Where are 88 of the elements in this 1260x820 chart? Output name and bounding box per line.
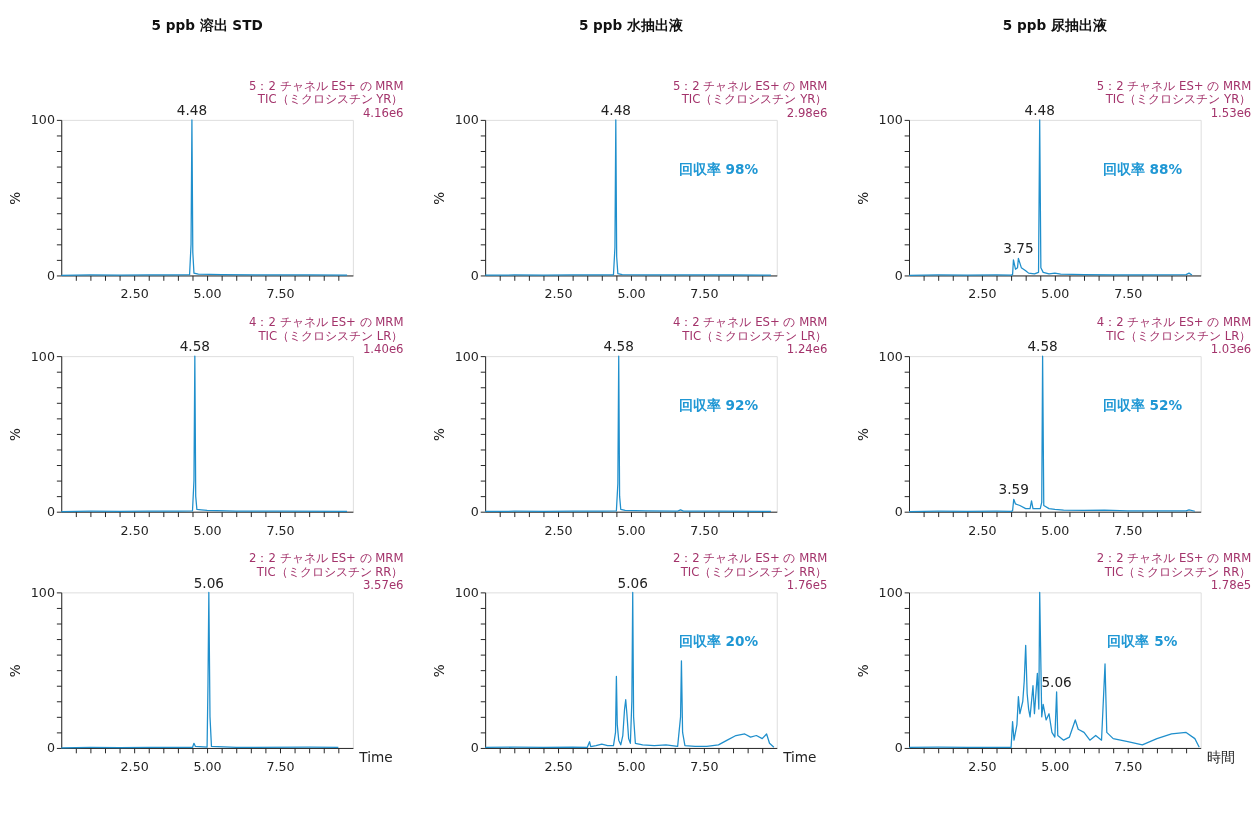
annotation: 5.06	[1041, 674, 1072, 691]
y-tick-label: 0	[894, 267, 903, 283]
annotation: 回収率 5%	[1107, 633, 1178, 650]
y-axis-title: %	[7, 191, 24, 205]
x-tick-label: 5.00	[617, 522, 646, 538]
chart-subtitle: 5：2 チャネル ES+ の MRM TIC（ミクロシスチン YR） 4.16e6	[249, 78, 404, 120]
x-tick-label: 5.00	[617, 758, 646, 774]
y-tick-label: 0	[46, 267, 55, 283]
annotation: 回収率 98%	[678, 160, 759, 177]
x-tick-label: 2.50	[120, 286, 149, 302]
x-axis-title: 時間	[1207, 749, 1236, 766]
chart-subtitle: 2：2 チャネル ES+ の MRM TIC（ミクロシスチン RR） 1.78e5	[1096, 551, 1252, 593]
annotation: 回収率 92%	[678, 396, 759, 413]
y-tick-label: 100	[30, 112, 55, 128]
chart-subtitle: 4：2 チャネル ES+ の MRM TIC（ミクロシスチン LR） 1.24e6	[672, 315, 828, 357]
chart-title: 5 ppb 溶出 STD	[151, 17, 263, 34]
y-tick-label: 100	[878, 348, 903, 364]
x-tick-label: 7.50	[266, 522, 295, 538]
annotation: 4.48	[176, 102, 208, 119]
y-tick-label: 100	[30, 348, 55, 364]
y-axis-title: %	[7, 664, 24, 678]
y-tick-label: 0	[46, 504, 55, 520]
x-tick-label: 2.50	[968, 522, 997, 538]
x-tick-label: 2.50	[120, 758, 149, 774]
y-tick-label: 0	[894, 740, 903, 756]
annotation: 回収率 88%	[1102, 160, 1183, 177]
y-tick-label: 0	[470, 504, 479, 520]
y-tick-label: 0	[46, 740, 55, 756]
annotation: 3.75	[1003, 240, 1034, 257]
y-tick-label: 0	[470, 267, 479, 283]
y-tick-label: 100	[878, 112, 903, 128]
x-tick-label: 5.00	[193, 286, 222, 302]
y-axis-title: %	[7, 427, 24, 441]
x-tick-label: 7.50	[1114, 286, 1143, 302]
x-tick-label: 2.50	[120, 522, 149, 538]
chart-subtitle: 2：2 チャネル ES+ の MRM TIC（ミクロシスチン RR） 1.76e5	[672, 551, 828, 593]
y-tick-label: 100	[454, 112, 479, 128]
annotation: 4.58	[603, 338, 634, 355]
y-tick-label: 0	[894, 504, 903, 520]
y-tick-label: 0	[470, 740, 479, 756]
x-tick-label: 7.50	[690, 522, 719, 538]
y-axis-title: %	[854, 191, 871, 205]
chart-title: 5 ppb 尿抽出液	[1002, 17, 1108, 34]
chart-title: 5 ppb 水抽出液	[578, 17, 685, 34]
annotation: 3.59	[998, 481, 1029, 498]
annotation: 4.48	[600, 102, 631, 119]
x-tick-label: 2.50	[544, 522, 573, 538]
x-tick-label: 7.50	[690, 286, 719, 302]
y-axis-title: %	[431, 664, 447, 678]
y-tick-label: 100	[454, 348, 479, 364]
x-tick-label: 5.00	[617, 286, 646, 302]
line-series	[484, 591, 775, 749]
x-tick-label: 2.50	[544, 758, 573, 774]
annotation: 4.58	[179, 338, 210, 355]
y-tick-label: 100	[454, 584, 479, 600]
x-tick-label: 7.50	[1114, 522, 1143, 538]
chart-subtitle: 5：2 チャネル ES+ の MRM TIC（ミクロシスチン YR） 2.98e6	[672, 78, 828, 120]
x-tick-label: 7.50	[1114, 758, 1143, 774]
x-tick-label: 5.00	[1041, 758, 1070, 774]
x-tick-label: 2.50	[968, 758, 997, 774]
x-tick-label: 5.00	[1041, 286, 1070, 302]
y-tick-label: 100	[878, 584, 903, 600]
y-axis-title: %	[854, 427, 871, 441]
x-tick-label: 5.00	[1041, 522, 1070, 538]
y-axis-title: %	[431, 191, 447, 205]
annotation: 5.06	[617, 574, 648, 591]
y-axis-title: %	[854, 664, 871, 678]
chart-subtitle: 5：2 チャネル ES+ の MRM TIC（ミクロシスチン YR） 1.53e6	[1096, 78, 1252, 120]
y-axis-title: %	[431, 427, 447, 441]
x-tick-label: 2.50	[968, 286, 997, 302]
x-tick-label: 7.50	[266, 758, 295, 774]
line-series	[908, 591, 1200, 749]
annotation: 4.48	[1024, 102, 1055, 119]
x-tick-label: 7.50	[690, 758, 719, 774]
chart-subtitle: 4：2 チャネル ES+ の MRM TIC（ミクロシスチン LR） 1.40e6	[249, 315, 404, 357]
y-tick-label: 100	[30, 584, 55, 600]
annotation: 4.58	[1027, 338, 1058, 355]
annotation: 回収率 20%	[678, 633, 759, 650]
x-tick-label: 5.00	[193, 522, 222, 538]
x-tick-label: 2.50	[544, 286, 573, 302]
annotation: 5.06	[193, 574, 224, 591]
annotation: 回収率 52%	[1102, 396, 1183, 413]
chart-subtitle: 2：2 チャネル ES+ の MRM TIC（ミクロシスチン RR） 3.57e6	[249, 551, 404, 593]
x-axis-title: Time	[782, 749, 817, 766]
chart-subtitle: 4：2 チャネル ES+ の MRM TIC（ミクロシスチン LR） 1.03e6	[1096, 315, 1252, 357]
x-axis-title: Time	[358, 749, 393, 766]
x-tick-label: 5.00	[193, 758, 222, 774]
x-tick-label: 7.50	[266, 286, 295, 302]
